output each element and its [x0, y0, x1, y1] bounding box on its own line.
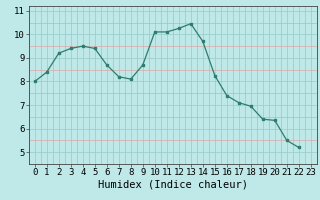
X-axis label: Humidex (Indice chaleur): Humidex (Indice chaleur) — [98, 180, 248, 190]
